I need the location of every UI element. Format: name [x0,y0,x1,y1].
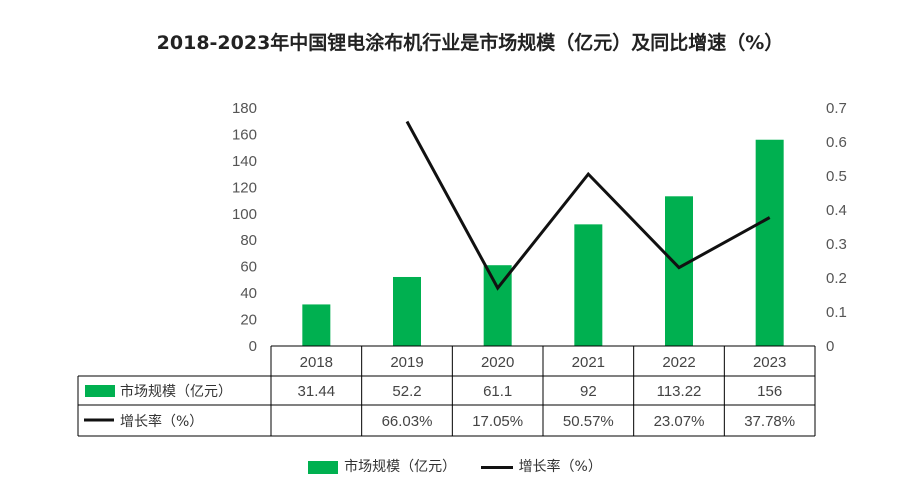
y-left-tick-label: 60 [240,259,257,276]
table-cell-market-size: 113.22 [657,383,702,400]
y-right-tick-label: 0 [826,338,834,355]
y-left-tick-label: 80 [240,232,257,249]
y-left-tick-label: 0 [249,338,257,355]
bar [755,139,784,346]
table-cell-growth-rate: 23.07% [654,413,705,430]
y-right-tick-label: 0.2 [826,270,847,287]
y-right-tick-label: 0.7 [826,100,847,117]
y-left-tick-label: 40 [240,285,257,302]
growth-rate-line [405,120,771,291]
table-cell-market-size: 61.1 [483,383,512,400]
x-tick-label: 2021 [572,354,605,371]
legend-label-growth-rate: 增长率（%） [518,459,602,475]
table-cell-growth-rate: 17.05% [472,413,523,430]
x-tick-label: 2022 [662,354,695,371]
legend-line-swatch [480,465,513,469]
table-cell-growth-rate: 66.03% [382,413,433,430]
table-row-label-market-size: 市场规模（亿元） [120,383,232,400]
table-cell-growth-rate: 37.78% [744,413,795,430]
legend-item-market-size: 市场规模（亿元） [308,456,456,476]
x-tick-label: 2018 [300,354,333,371]
bar [302,304,331,346]
bar [574,224,603,346]
y-right-tick-label: 0.3 [826,236,847,253]
y-right-tick-label: 0.5 [826,168,847,185]
table-cell-market-size: 92 [580,383,597,400]
y-left-tick-label: 120 [232,179,257,196]
bar [665,196,693,346]
y-right-tick-label: 0.4 [826,202,847,219]
table-row-label-growth-rate: 增长率（%） [120,413,203,430]
legend-label-market-size: 市场规模（亿元） [344,459,457,475]
table-cell-market-size: 156 [757,383,782,400]
x-tick-label: 2019 [390,354,423,371]
x-tick-label: 2023 [753,354,786,371]
y-left-tick-label: 180 [232,100,257,117]
y-right-tick-label: 0.6 [826,134,847,151]
legend-item-growth-rate: 增长率（%） [480,456,602,476]
table-cell-market-size: 52.2 [392,383,421,400]
x-tick-label: 2020 [481,354,514,371]
table-cell-market-size: 31.44 [298,383,336,400]
y-left-tick-label: 160 [232,126,257,143]
y-left-tick-label: 140 [232,153,257,170]
legend: 市场规模（亿元） 增长率（%） [0,456,910,476]
legend-bar-swatch [308,460,339,474]
table-cell-growth-rate: 50.57% [563,413,614,430]
table-bar-key [85,385,115,397]
chart-title: 2018-2023年中国锂电涂布机行业是市场规模（亿元）及同比增速（%） [156,32,784,54]
y-right-tick-label: 0.1 [826,304,847,321]
y-left-tick-label: 20 [240,312,257,329]
bar [393,276,421,346]
y-left-tick-label: 100 [232,206,257,223]
